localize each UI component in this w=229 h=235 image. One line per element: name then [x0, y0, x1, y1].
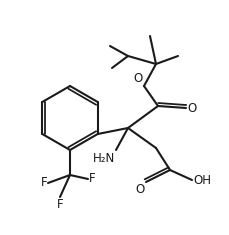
- Text: F: F: [89, 172, 95, 185]
- Text: O: O: [133, 72, 142, 85]
- Text: F: F: [56, 198, 63, 211]
- Text: OH: OH: [192, 173, 210, 187]
- Text: H₂N: H₂N: [92, 152, 114, 165]
- Text: O: O: [135, 183, 144, 196]
- Text: F: F: [40, 176, 47, 189]
- Text: O: O: [186, 102, 195, 114]
